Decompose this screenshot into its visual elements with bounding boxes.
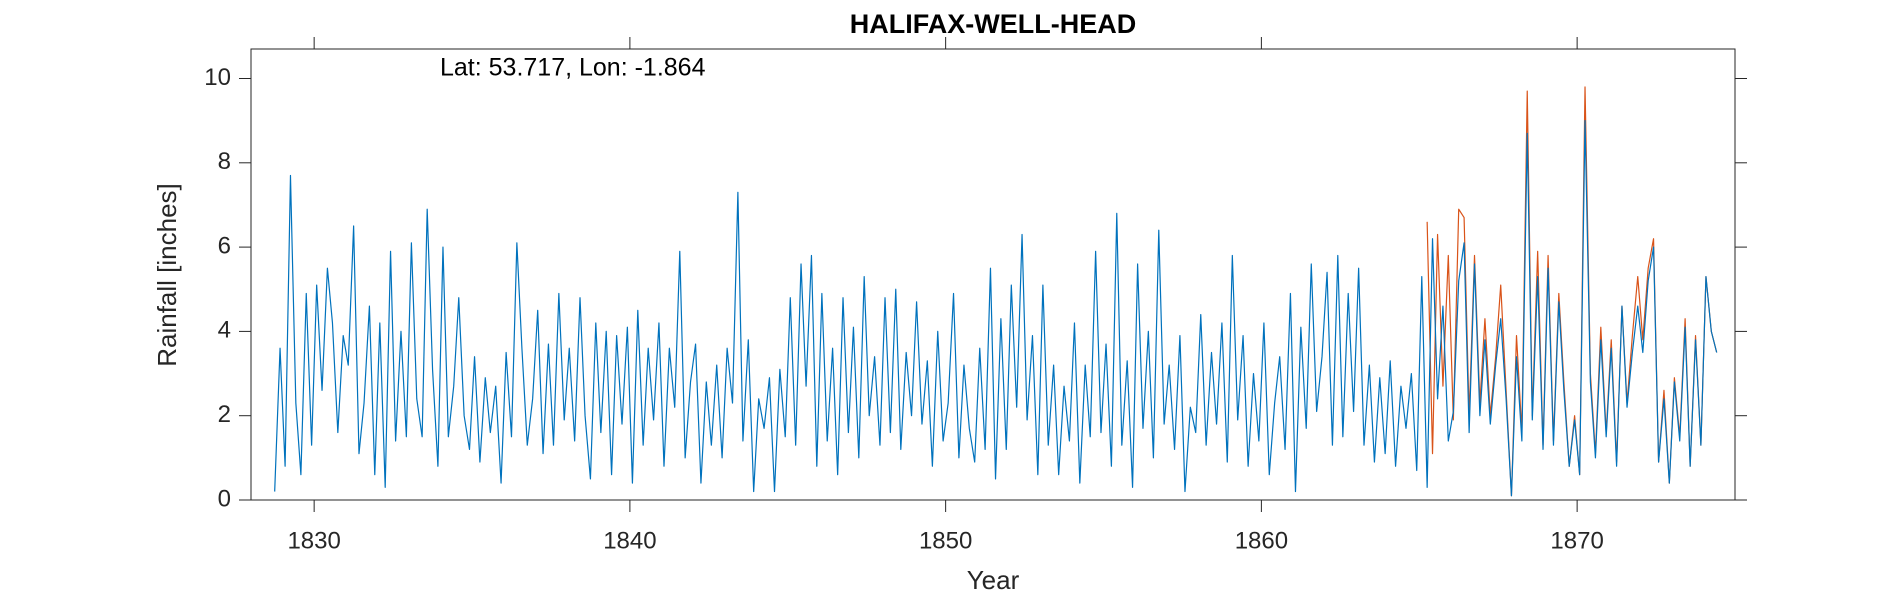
plot-area (251, 49, 1735, 500)
x-tick-label: 1850 (919, 527, 972, 554)
x-tick-label: 1830 (287, 527, 340, 554)
x-axis-label: Year (967, 565, 1020, 591)
x-tick-label: 1840 (603, 527, 656, 554)
chart-title: HALIFAX-WELL-HEAD (850, 9, 1136, 39)
annotation: Lat: 53.717, Lon: -1.864 (440, 54, 706, 82)
axes-box (250, 48, 1736, 501)
y-tick-label: 6 (218, 232, 231, 259)
y-axis-label: Rainfall [inches] (152, 183, 182, 367)
y-tick-label: 2 (218, 401, 231, 428)
y-tick-label: 0 (218, 485, 231, 512)
series-line (274, 120, 1718, 497)
x-tick-label: 1860 (1235, 527, 1288, 554)
y-tick-label: 10 (204, 64, 231, 91)
y-tick-label: 8 (218, 148, 231, 175)
y-tick-label: 4 (218, 317, 231, 344)
x-tick-label: 1870 (1550, 527, 1603, 554)
